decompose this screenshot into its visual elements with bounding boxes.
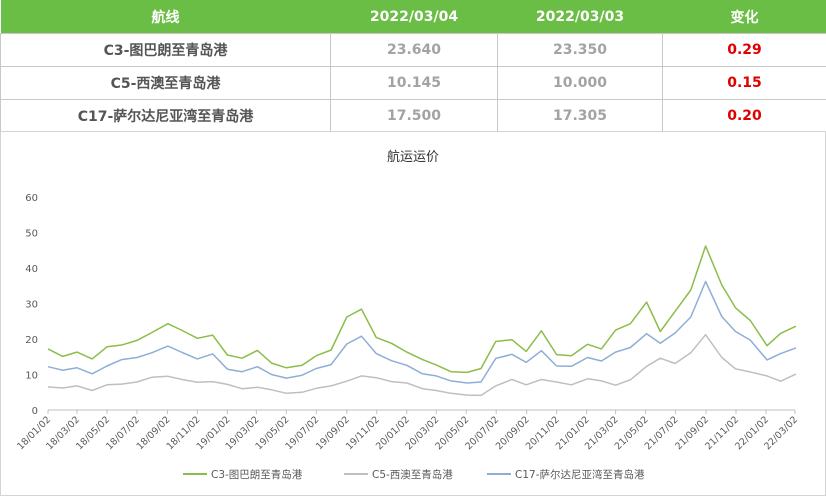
series-line bbox=[47, 280, 797, 384]
route-name: C17-萨尔达尼亚湾至青岛港 bbox=[0, 99, 331, 133]
legend-label: C5-西澳至青岛港 bbox=[372, 468, 453, 481]
y-tick-label: 50 bbox=[25, 229, 38, 240]
y-tick-label: 10 bbox=[25, 371, 38, 382]
y-axis-ticks: 0 10 20 30 40 50 60 bbox=[25, 193, 38, 417]
header-change: 变化 bbox=[662, 0, 826, 34]
table-row: C3-图巴朗至青岛港 23.640 23.350 0.29 bbox=[0, 33, 826, 67]
rate-today: 23.640 bbox=[330, 33, 498, 67]
rate-today: 10.145 bbox=[330, 66, 498, 100]
y-tick-label: 40 bbox=[25, 264, 38, 275]
chart-frame: 航运运价 0 10 20 30 40 50 60 18/01/02 18/03/02 18/05… bbox=[0, 131, 826, 496]
legend-label: C3-图巴朗至青岛港 bbox=[211, 468, 303, 481]
series-lines bbox=[47, 245, 797, 397]
table-header-row: 航线 2022/03/04 2022/03/03 变化 bbox=[0, 0, 826, 34]
y-tick-label: 0 bbox=[32, 406, 38, 417]
series-line bbox=[47, 333, 797, 397]
freight-rate-chart: 航运运价 0 10 20 30 40 50 60 18/01/0218/03/0218/05… bbox=[15, 149, 800, 481]
route-name: C3-图巴朗至青岛港 bbox=[0, 33, 331, 67]
chart-legend: C3-图巴朗至青岛港 C5-西澳至青岛港 C17-萨尔达尼亚湾至青岛港 bbox=[183, 468, 645, 481]
rate-yesterday: 17.305 bbox=[497, 99, 663, 133]
rate-today: 17.500 bbox=[330, 99, 498, 133]
series-line bbox=[47, 245, 797, 374]
table-row: C5-西澳至青岛港 10.145 10.000 0.15 bbox=[0, 66, 826, 100]
rate-change: 0.29 bbox=[662, 33, 826, 67]
rate-yesterday: 23.350 bbox=[497, 33, 663, 67]
header-date-today: 2022/03/04 bbox=[330, 0, 498, 34]
y-tick-label: 60 bbox=[25, 193, 38, 204]
freight-rate-table: 航线 2022/03/04 2022/03/03 变化 C3-图巴朗至青岛港 2… bbox=[0, 0, 826, 133]
rate-yesterday: 10.000 bbox=[497, 66, 663, 100]
chart-title: 航运运价 bbox=[387, 149, 439, 165]
legend-label: C17-萨尔达尼亚湾至青岛港 bbox=[515, 468, 645, 481]
rate-change: 0.15 bbox=[662, 66, 826, 100]
y-tick-label: 20 bbox=[25, 335, 38, 346]
x-axis-ticks: 18/01/0218/03/0218/05/0218/07/0218/09/02… bbox=[15, 410, 800, 452]
route-name: C5-西澳至青岛港 bbox=[0, 66, 331, 100]
header-date-yesterday: 2022/03/03 bbox=[497, 0, 663, 34]
table-row: C17-萨尔达尼亚湾至青岛港 17.500 17.305 0.20 bbox=[0, 99, 826, 133]
y-tick-label: 30 bbox=[25, 300, 38, 311]
header-route: 航线 bbox=[0, 0, 331, 34]
rate-change: 0.20 bbox=[662, 99, 826, 133]
